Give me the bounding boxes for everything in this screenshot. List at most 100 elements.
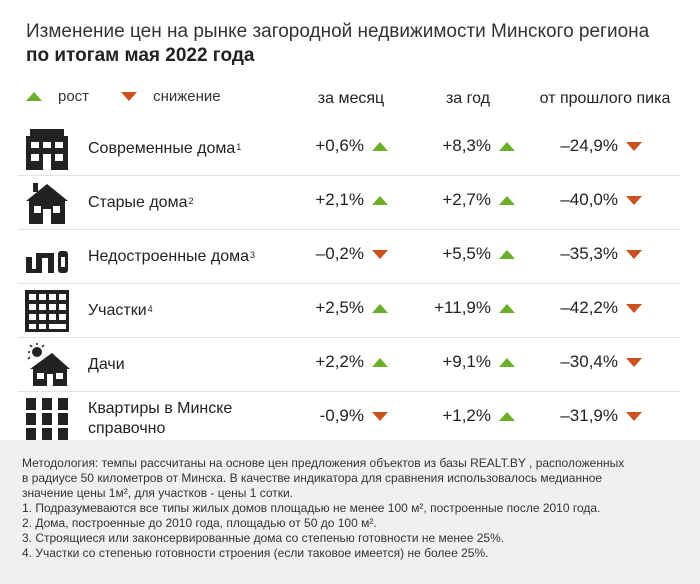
up-triangle-icon — [499, 303, 515, 313]
table-row: Недостроенные дома3 –0,2% +5,5% –35,3% — [18, 229, 680, 283]
title-line-2: по итогам мая 2022 года — [26, 45, 255, 66]
column-header-year: за год — [445, 90, 491, 107]
methodology-line: 2. Дома, построенные до 2010 года, площа… — [22, 516, 377, 530]
value-cell: –24,9% — [502, 134, 642, 158]
chart-title: Изменение цен на рынке загородной недвиж… — [26, 20, 649, 68]
value-text: +2,5% — [315, 298, 364, 317]
value-cell: –30,4% — [502, 350, 642, 374]
value-text: –30,4% — [560, 352, 618, 371]
table-row: Старые дома2 +2,1% +2,7% –40,0% — [18, 175, 680, 229]
row-label-text: Участки — [88, 302, 147, 319]
value-text: –35,3% — [560, 244, 618, 263]
value-cell: –40,0% — [502, 188, 642, 212]
up-triangle-icon — [372, 141, 388, 151]
unfinished-house-icon — [24, 235, 70, 279]
row-label-line-2: справочно — [88, 420, 166, 437]
legend-up: рост — [26, 88, 89, 105]
methodology-line: значение цены 1м², для участков - цены 1… — [22, 486, 294, 500]
value-cell: +11,9% — [375, 296, 515, 320]
row-label-text: Квартиры в Минске — [88, 400, 233, 417]
value-text: +0,6% — [315, 136, 364, 155]
row-label: Участки4 — [88, 301, 153, 321]
column-header-month: за месяц — [317, 90, 385, 107]
value-text: +9,1% — [442, 352, 491, 371]
down-triangle-icon — [626, 141, 642, 151]
value-cell: +2,2% — [248, 350, 388, 374]
value-text: –40,0% — [560, 190, 618, 209]
value-cell: +8,3% — [375, 134, 515, 158]
value-cell: -0,9% — [248, 404, 388, 428]
legend-down: снижение — [121, 88, 221, 105]
value-cell: +0,6% — [248, 134, 388, 158]
land-plot-icon — [24, 289, 70, 333]
legend-down-label: снижение — [153, 88, 221, 105]
dacha-icon — [24, 343, 70, 387]
value-text: +8,3% — [442, 136, 491, 155]
methodology-line: 4. Участки со степенью готовности строен… — [22, 546, 489, 560]
value-cell: –31,9% — [502, 404, 642, 428]
value-text: +11,9% — [434, 298, 491, 317]
row-label: Старые дома2 — [88, 193, 194, 213]
methodology-line: Методология: темпы рассчитаны на основе … — [22, 456, 625, 470]
old-house-icon — [24, 181, 70, 225]
row-label: Современные дома1 — [88, 139, 241, 159]
value-text: –24,9% — [560, 136, 618, 155]
footnote-marker: 3 — [250, 250, 256, 260]
value-cell: +1,2% — [375, 404, 515, 428]
value-text: –0,2% — [315, 244, 364, 263]
up-triangle-icon — [372, 357, 388, 367]
value-cell: +9,1% — [375, 350, 515, 374]
row-label-text: Старые дома — [88, 194, 188, 211]
row-label-text: Недостроенные дома — [88, 248, 250, 265]
row-label: Недостроенные дома3 — [88, 247, 255, 267]
legend: рост снижение — [26, 88, 253, 105]
up-triangle-icon — [499, 411, 515, 421]
down-triangle-icon — [626, 249, 642, 259]
value-text: -0,9% — [319, 406, 364, 425]
apartments-icon — [24, 397, 70, 441]
data-table: Современные дома1 +0,6% +8,3% –24,9% Старые … — [18, 122, 680, 445]
up-triangle-icon — [499, 357, 515, 367]
value-cell: +2,5% — [248, 296, 388, 320]
value-cell: –0,2% — [248, 242, 388, 266]
table-row: Дачи +2,2% +9,1% –30,4% — [18, 337, 680, 391]
row-label: Дачи — [88, 355, 125, 375]
down-triangle-icon — [626, 411, 642, 421]
methodology-line: в радиусе 50 километров от Минска. В кач… — [22, 471, 603, 485]
value-cell: –42,2% — [502, 296, 642, 320]
value-text: +1,2% — [442, 406, 491, 425]
value-cell: +5,5% — [375, 242, 515, 266]
footnote-marker: 4 — [147, 304, 153, 314]
value-cell: –35,3% — [502, 242, 642, 266]
title-line-1: Изменение цен на рынке загородной недвиж… — [26, 21, 650, 42]
footnote-marker: 2 — [188, 196, 194, 206]
footnote-marker: 1 — [236, 142, 242, 152]
methodology-line: 1. Подразумеваются все типы жилых домов … — [22, 501, 601, 515]
methodology-text: Методология: темпы рассчитаны на основе … — [22, 456, 678, 561]
up-triangle-icon — [372, 303, 388, 313]
down-triangle-icon — [121, 92, 138, 101]
up-triangle-icon — [499, 195, 515, 205]
row-label-text: Современные дома — [88, 140, 236, 157]
down-triangle-icon — [626, 303, 642, 313]
value-cell: +2,7% — [375, 188, 515, 212]
methodology-line: 3. Строящиеся или законсервированные дом… — [22, 531, 505, 545]
value-text: +5,5% — [442, 244, 491, 263]
table-row: Квартиры в Минске справочно -0,9% +1,2% –31,… — [18, 391, 680, 445]
down-triangle-icon — [372, 411, 388, 421]
value-text: +2,7% — [442, 190, 491, 209]
down-triangle-icon — [626, 195, 642, 205]
up-triangle-icon — [499, 249, 515, 259]
row-label-text: Дачи — [88, 356, 125, 373]
value-text: –42,2% — [560, 298, 618, 317]
modern-house-icon — [24, 127, 70, 171]
value-text: –31,9% — [560, 406, 618, 425]
table-row: Современные дома1 +0,6% +8,3% –24,9% — [18, 122, 680, 175]
value-text: +2,1% — [315, 190, 364, 209]
up-triangle-icon — [499, 141, 515, 151]
table-row: Участки4 +2,5% +11,9% –42,2% — [18, 283, 680, 337]
legend-up-label: рост — [58, 88, 90, 105]
down-triangle-icon — [626, 357, 642, 367]
value-text: +2,2% — [315, 352, 364, 371]
methodology-footer: Методология: темпы рассчитаны на основе … — [0, 440, 700, 584]
